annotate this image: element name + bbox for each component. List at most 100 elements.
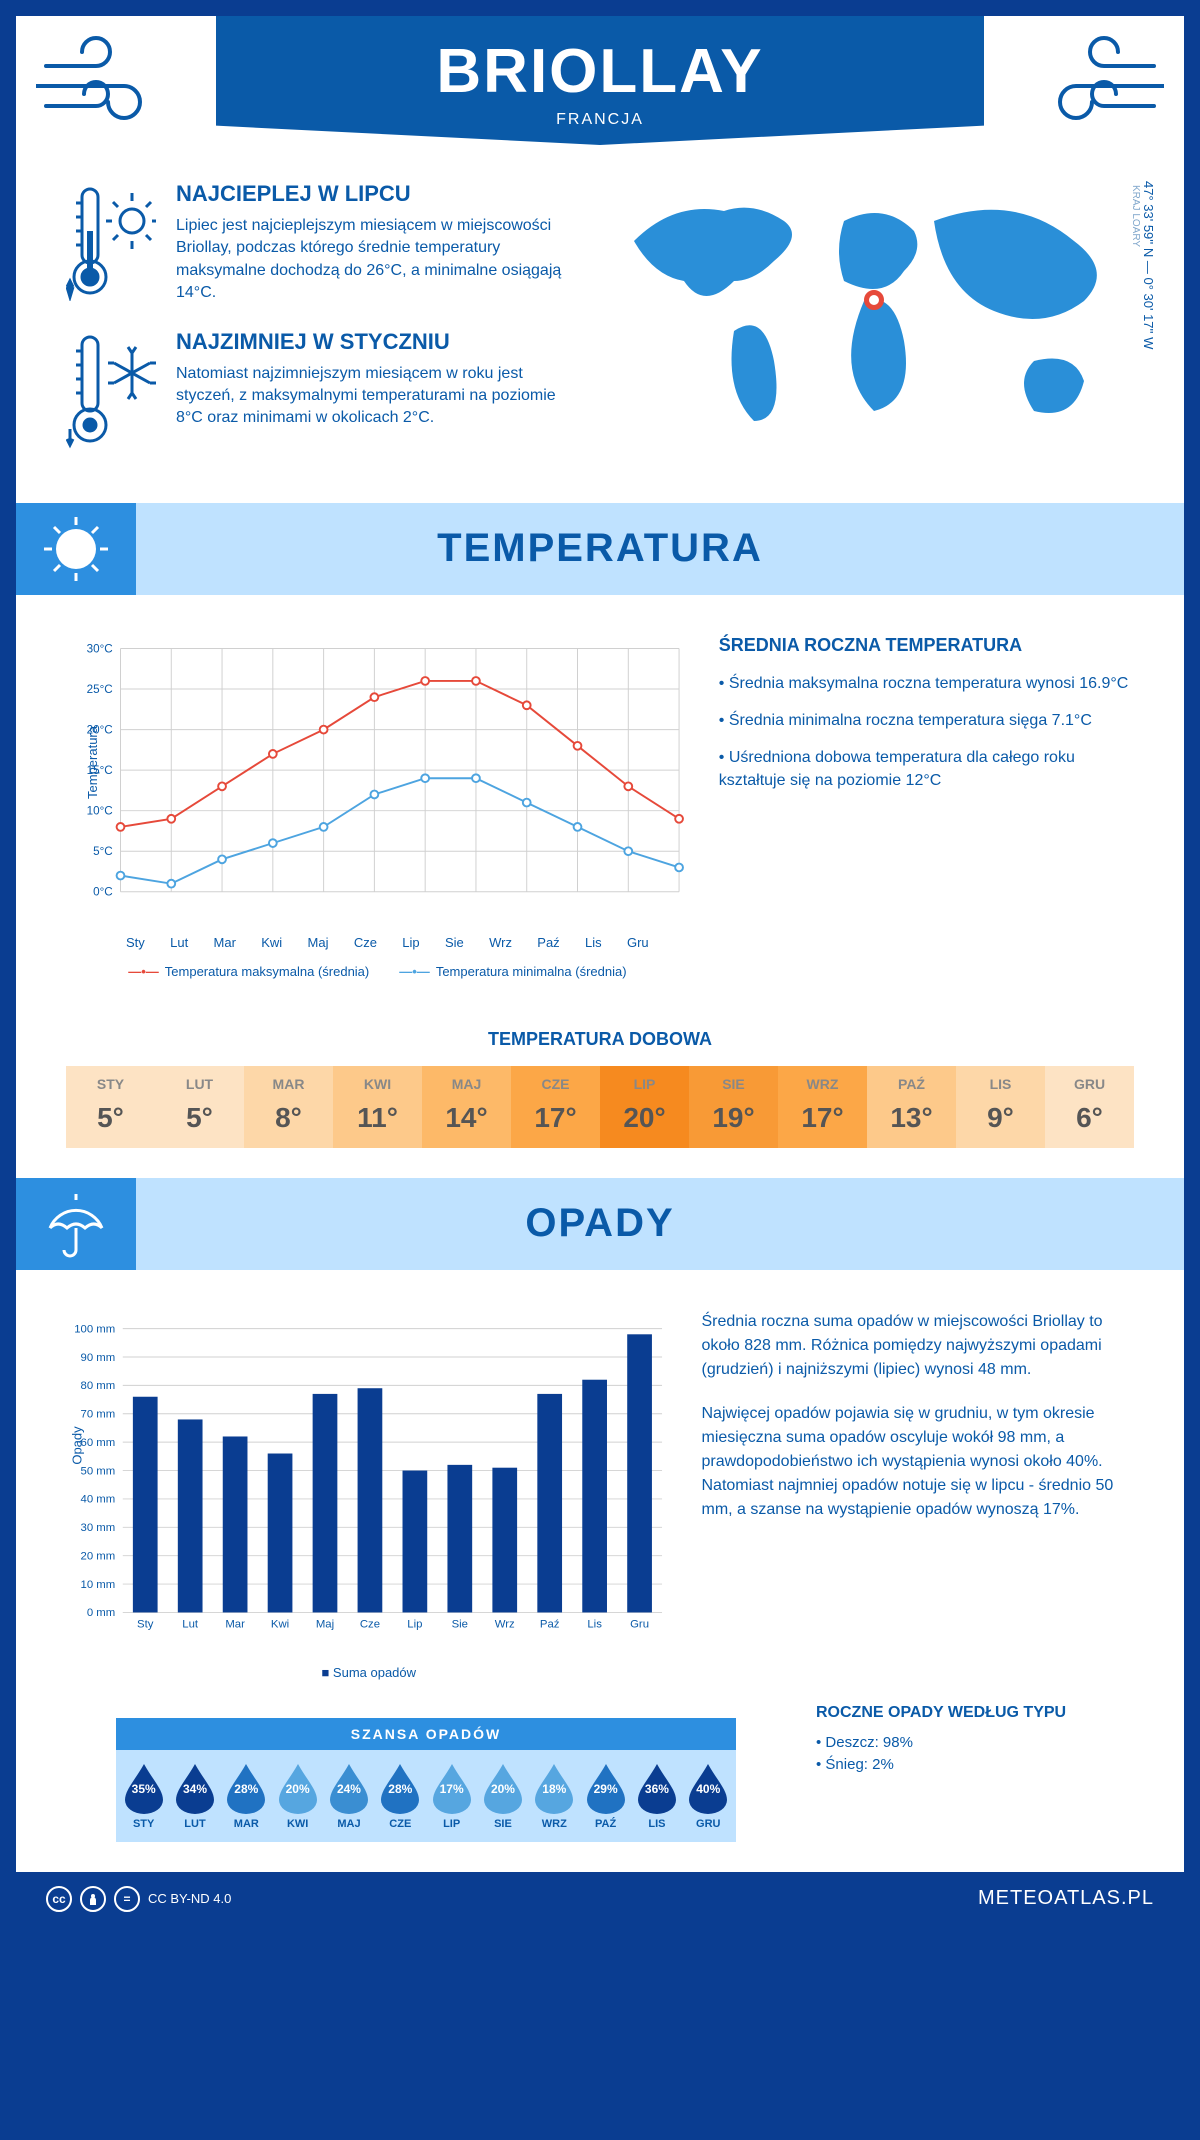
daily-temp-cell: LUT5° bbox=[155, 1066, 244, 1148]
precip-section-bar: OPADY bbox=[16, 1178, 1184, 1270]
svg-text:Lut: Lut bbox=[182, 1618, 199, 1630]
precip-chance-drop: 18% WRZ bbox=[531, 1762, 578, 1830]
svg-text:Kwi: Kwi bbox=[271, 1618, 289, 1630]
precip-chance-drop: 20% SIE bbox=[479, 1762, 526, 1830]
legend-max: Temperatura maksymalna (średnia) bbox=[128, 964, 369, 979]
cc-by-icon bbox=[80, 1886, 106, 1912]
daily-temp-table: STY5°LUT5°MAR8°KWI11°MAJ14°CZE17°LIP20°S… bbox=[66, 1066, 1134, 1148]
cc-nd-icon: = bbox=[114, 1886, 140, 1912]
daily-temp-cell: LIP20° bbox=[600, 1066, 689, 1148]
chart-x-label: Cze bbox=[354, 935, 377, 950]
coordinates: 47° 33' 59'' N — 0° 30' 17'' W KRAJ LOAR… bbox=[1130, 181, 1156, 349]
license: cc = CC BY-ND 4.0 bbox=[46, 1886, 231, 1912]
chart-x-label: Mar bbox=[214, 935, 236, 950]
precip-chance-drop: 28% CZE bbox=[377, 1762, 424, 1830]
svg-text:70 mm: 70 mm bbox=[81, 1408, 116, 1420]
chart-x-label: Lut bbox=[170, 935, 188, 950]
daily-temp-cell: WRZ17° bbox=[778, 1066, 867, 1148]
chart-x-label: Maj bbox=[308, 935, 329, 950]
svg-text:30 mm: 30 mm bbox=[81, 1522, 116, 1534]
svg-text:Paź: Paź bbox=[540, 1618, 560, 1630]
chart-x-label: Gru bbox=[627, 935, 649, 950]
daily-temp-cell: MAR8° bbox=[244, 1066, 333, 1148]
svg-text:5°C: 5°C bbox=[93, 845, 113, 858]
svg-text:Lis: Lis bbox=[587, 1618, 602, 1630]
svg-text:50 mm: 50 mm bbox=[81, 1465, 116, 1477]
daily-temp-cell: LIS9° bbox=[956, 1066, 1045, 1148]
thermometer-snowflake-icon bbox=[66, 329, 156, 449]
svg-text:Maj: Maj bbox=[316, 1618, 334, 1630]
chart-x-label: Kwi bbox=[261, 935, 282, 950]
precip-chance-drop: 29% PAŹ bbox=[582, 1762, 629, 1830]
svg-text:Gru: Gru bbox=[630, 1618, 649, 1630]
title-ribbon: BRIOLLAY FRANCJA bbox=[216, 16, 984, 145]
sun-icon bbox=[40, 513, 112, 585]
daily-temp-cell: GRU6° bbox=[1045, 1066, 1134, 1148]
svg-text:Sty: Sty bbox=[137, 1618, 154, 1630]
umbrella-icon bbox=[40, 1188, 112, 1260]
daily-temp-title: TEMPERATURA DOBOWA bbox=[16, 1029, 1184, 1050]
country-name: FRANCJA bbox=[276, 111, 924, 129]
svg-text:90 mm: 90 mm bbox=[81, 1351, 116, 1363]
svg-text:80 mm: 80 mm bbox=[81, 1380, 116, 1392]
precip-chance-drop: 24% MAJ bbox=[325, 1762, 372, 1830]
precip-chance-drop: 20% KWI bbox=[274, 1762, 321, 1830]
bar-legend: Suma opadów bbox=[66, 1665, 672, 1680]
daily-temp-cell: KWI11° bbox=[333, 1066, 422, 1148]
precip-chance-drop: 28% MAR bbox=[223, 1762, 270, 1830]
svg-text:100 mm: 100 mm bbox=[74, 1323, 115, 1335]
svg-text:10 mm: 10 mm bbox=[81, 1578, 116, 1590]
precip-chance-drop: 36% LIS bbox=[633, 1762, 680, 1830]
daily-temp-cell: CZE17° bbox=[511, 1066, 600, 1148]
location-pin-icon bbox=[864, 290, 884, 310]
cold-text: Natomiast najzimniejszym miesiącem w rok… bbox=[176, 363, 584, 430]
city-name: BRIOLLAY bbox=[276, 36, 924, 107]
hot-text: Lipiec jest najcieplejszym miesiącem w m… bbox=[176, 215, 584, 305]
daily-temp-cell: SIE19° bbox=[689, 1066, 778, 1148]
precip-chance-drop: 40% GRU bbox=[685, 1762, 732, 1830]
precip-chance-drop: 34% LUT bbox=[171, 1762, 218, 1830]
svg-text:Mar: Mar bbox=[225, 1618, 245, 1630]
wind-icon bbox=[1024, 16, 1184, 161]
svg-text:Lip: Lip bbox=[407, 1618, 422, 1630]
precip-chance-panel: SZANSA OPADÓW 35% STY 34% LUT 28% bbox=[116, 1718, 736, 1842]
precip-chance-drop: 17% LIP bbox=[428, 1762, 475, 1830]
temperature-info: ŚREDNIA ROCZNA TEMPERATURA • Średnia mak… bbox=[719, 635, 1134, 979]
daily-temp-cell: MAJ14° bbox=[422, 1066, 511, 1148]
cold-title: NAJZIMNIEJ W STYCZNIU bbox=[176, 329, 584, 355]
svg-text:60 mm: 60 mm bbox=[81, 1437, 116, 1449]
svg-text:10°C: 10°C bbox=[87, 804, 113, 817]
svg-text:Cze: Cze bbox=[360, 1618, 380, 1630]
header: BRIOLLAY FRANCJA bbox=[16, 16, 1184, 161]
daily-temp-cell: PAŹ13° bbox=[867, 1066, 956, 1148]
chart-x-label: Paź bbox=[537, 935, 559, 950]
precip-type-box: ROCZNE OPADY WEDŁUG TYPU • Deszcz: 98% •… bbox=[816, 1704, 1134, 1777]
svg-text:Wrz: Wrz bbox=[495, 1618, 515, 1630]
wind-icon bbox=[16, 16, 176, 161]
svg-text:40 mm: 40 mm bbox=[81, 1493, 116, 1505]
site-name: METEOATLAS.PL bbox=[978, 1887, 1154, 1910]
footer: cc = CC BY-ND 4.0 METEOATLAS.PL bbox=[16, 1872, 1184, 1926]
chart-x-label: Wrz bbox=[489, 935, 512, 950]
chart-x-label: Sty bbox=[126, 935, 145, 950]
temperature-line-chart: Temperatura 0°C5°C10°C15°C20°C25°C30°C S… bbox=[66, 635, 689, 979]
coldest-block: NAJZIMNIEJ W STYCZNIU Natomiast najzimni… bbox=[66, 329, 584, 449]
svg-text:0 mm: 0 mm bbox=[87, 1607, 115, 1619]
svg-text:20 mm: 20 mm bbox=[81, 1550, 116, 1562]
precip-info: Średnia roczna suma opadów w miejscowośc… bbox=[702, 1310, 1135, 1680]
temperature-section-bar: TEMPERATURA bbox=[16, 503, 1184, 595]
legend-min: Temperatura minimalna (średnia) bbox=[399, 964, 626, 979]
hottest-block: NAJCIEPLEJ W LIPCU Lipiec jest najcieple… bbox=[66, 181, 584, 305]
chart-x-label: Lis bbox=[585, 935, 602, 950]
world-map: 47° 33' 59'' N — 0° 30' 17'' W KRAJ LOAR… bbox=[614, 181, 1134, 441]
thermometer-sun-icon bbox=[66, 181, 156, 301]
svg-text:25°C: 25°C bbox=[87, 682, 113, 695]
hot-title: NAJCIEPLEJ W LIPCU bbox=[176, 181, 584, 207]
chart-x-label: Sie bbox=[445, 935, 464, 950]
svg-text:0°C: 0°C bbox=[93, 885, 113, 898]
cc-icon: cc bbox=[46, 1886, 72, 1912]
svg-text:Sie: Sie bbox=[452, 1618, 468, 1630]
svg-text:30°C: 30°C bbox=[87, 642, 113, 655]
precip-bar-chart: Opady 0 mm10 mm20 mm30 mm40 mm50 mm60 mm… bbox=[66, 1310, 672, 1680]
daily-temp-cell: STY5° bbox=[66, 1066, 155, 1148]
